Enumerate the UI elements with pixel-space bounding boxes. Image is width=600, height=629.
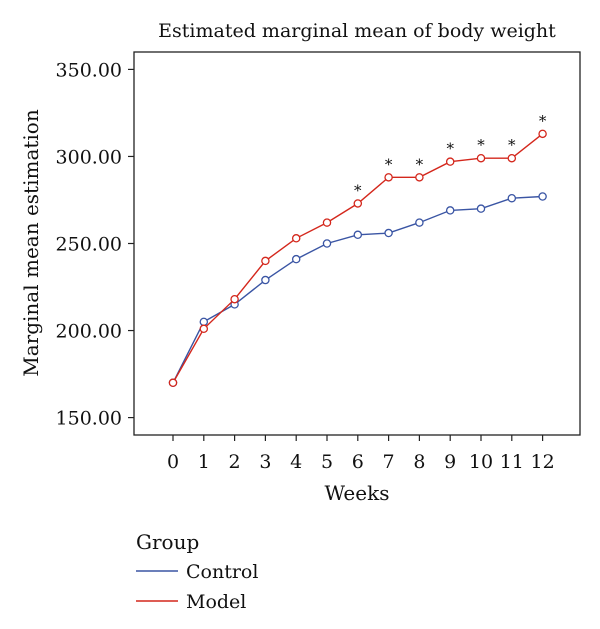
legend-label-model: Model xyxy=(186,591,246,613)
x-tick-label: 12 xyxy=(531,451,555,473)
control-point xyxy=(199,317,209,327)
control-point xyxy=(322,239,332,248)
x-axis: 0 1 2 3 4 5 6 7 8 9 10 11 12 xyxy=(167,435,555,473)
y-tick-label: 150.00 xyxy=(56,408,122,430)
significance-star: * xyxy=(416,155,424,173)
legend-label-control: Control xyxy=(186,561,258,583)
legend-items: Control Model xyxy=(136,561,258,613)
model-point xyxy=(230,294,239,304)
x-tick-label: 10 xyxy=(469,451,493,473)
model-point xyxy=(291,234,301,243)
control-point xyxy=(507,193,517,203)
control-point xyxy=(476,204,486,213)
model-point xyxy=(384,173,393,182)
legend-title: Group xyxy=(136,530,199,554)
significance-star: * xyxy=(477,136,485,154)
x-tick-label: 7 xyxy=(383,451,395,473)
significance-star: * xyxy=(508,136,516,154)
control-line xyxy=(172,195,543,384)
control-point xyxy=(415,218,424,227)
model-line xyxy=(172,133,544,384)
x-tick-label: 5 xyxy=(321,451,333,473)
significance-markers: * * * * * * * xyxy=(354,112,547,200)
series-control xyxy=(168,192,547,388)
model-point xyxy=(507,153,517,163)
model-point xyxy=(199,324,209,334)
model-point xyxy=(415,173,424,182)
control-point xyxy=(261,275,270,285)
x-tick-label: 4 xyxy=(290,451,302,473)
significance-star: * xyxy=(354,181,362,199)
x-tick-label: 6 xyxy=(352,451,364,473)
series-model xyxy=(168,129,547,388)
x-tick-label: 9 xyxy=(444,451,456,473)
y-axis-title: Marginal mean estimation xyxy=(19,109,43,377)
x-tick-label: 11 xyxy=(500,451,524,473)
x-tick-label: 8 xyxy=(413,451,425,473)
control-point xyxy=(445,206,455,215)
x-tick-label: 2 xyxy=(229,451,241,473)
series-layer xyxy=(168,129,547,388)
significance-star: * xyxy=(539,112,547,130)
y-tick-label: 350.00 xyxy=(56,59,122,81)
model-point xyxy=(322,218,332,227)
model-point xyxy=(261,256,270,266)
model-point xyxy=(538,129,547,139)
model-point xyxy=(476,153,486,163)
control-point xyxy=(291,254,301,264)
y-tick-label: 200.00 xyxy=(56,321,122,343)
x-axis-title: Weeks xyxy=(325,481,390,505)
y-tick-label: 300.00 xyxy=(56,146,122,168)
x-tick-label: 1 xyxy=(198,451,210,473)
model-point xyxy=(353,199,363,208)
significance-star: * xyxy=(385,155,393,173)
control-point xyxy=(538,192,547,201)
model-point xyxy=(168,378,178,388)
legend: Group Control Model xyxy=(136,530,258,613)
significance-star: * xyxy=(446,140,454,158)
y-tick-label: 250.00 xyxy=(56,234,122,256)
plot-frame xyxy=(133,51,581,436)
y-axis: 150.00 200.00 250.00 300.00 350.00 xyxy=(56,59,134,430)
chart-title: Estimated marginal mean of body weight xyxy=(158,20,556,42)
control-point xyxy=(353,230,363,240)
control-point xyxy=(384,228,393,238)
model-point xyxy=(445,157,455,166)
x-tick-label: 3 xyxy=(259,451,271,473)
x-tick-label: 0 xyxy=(167,451,179,473)
